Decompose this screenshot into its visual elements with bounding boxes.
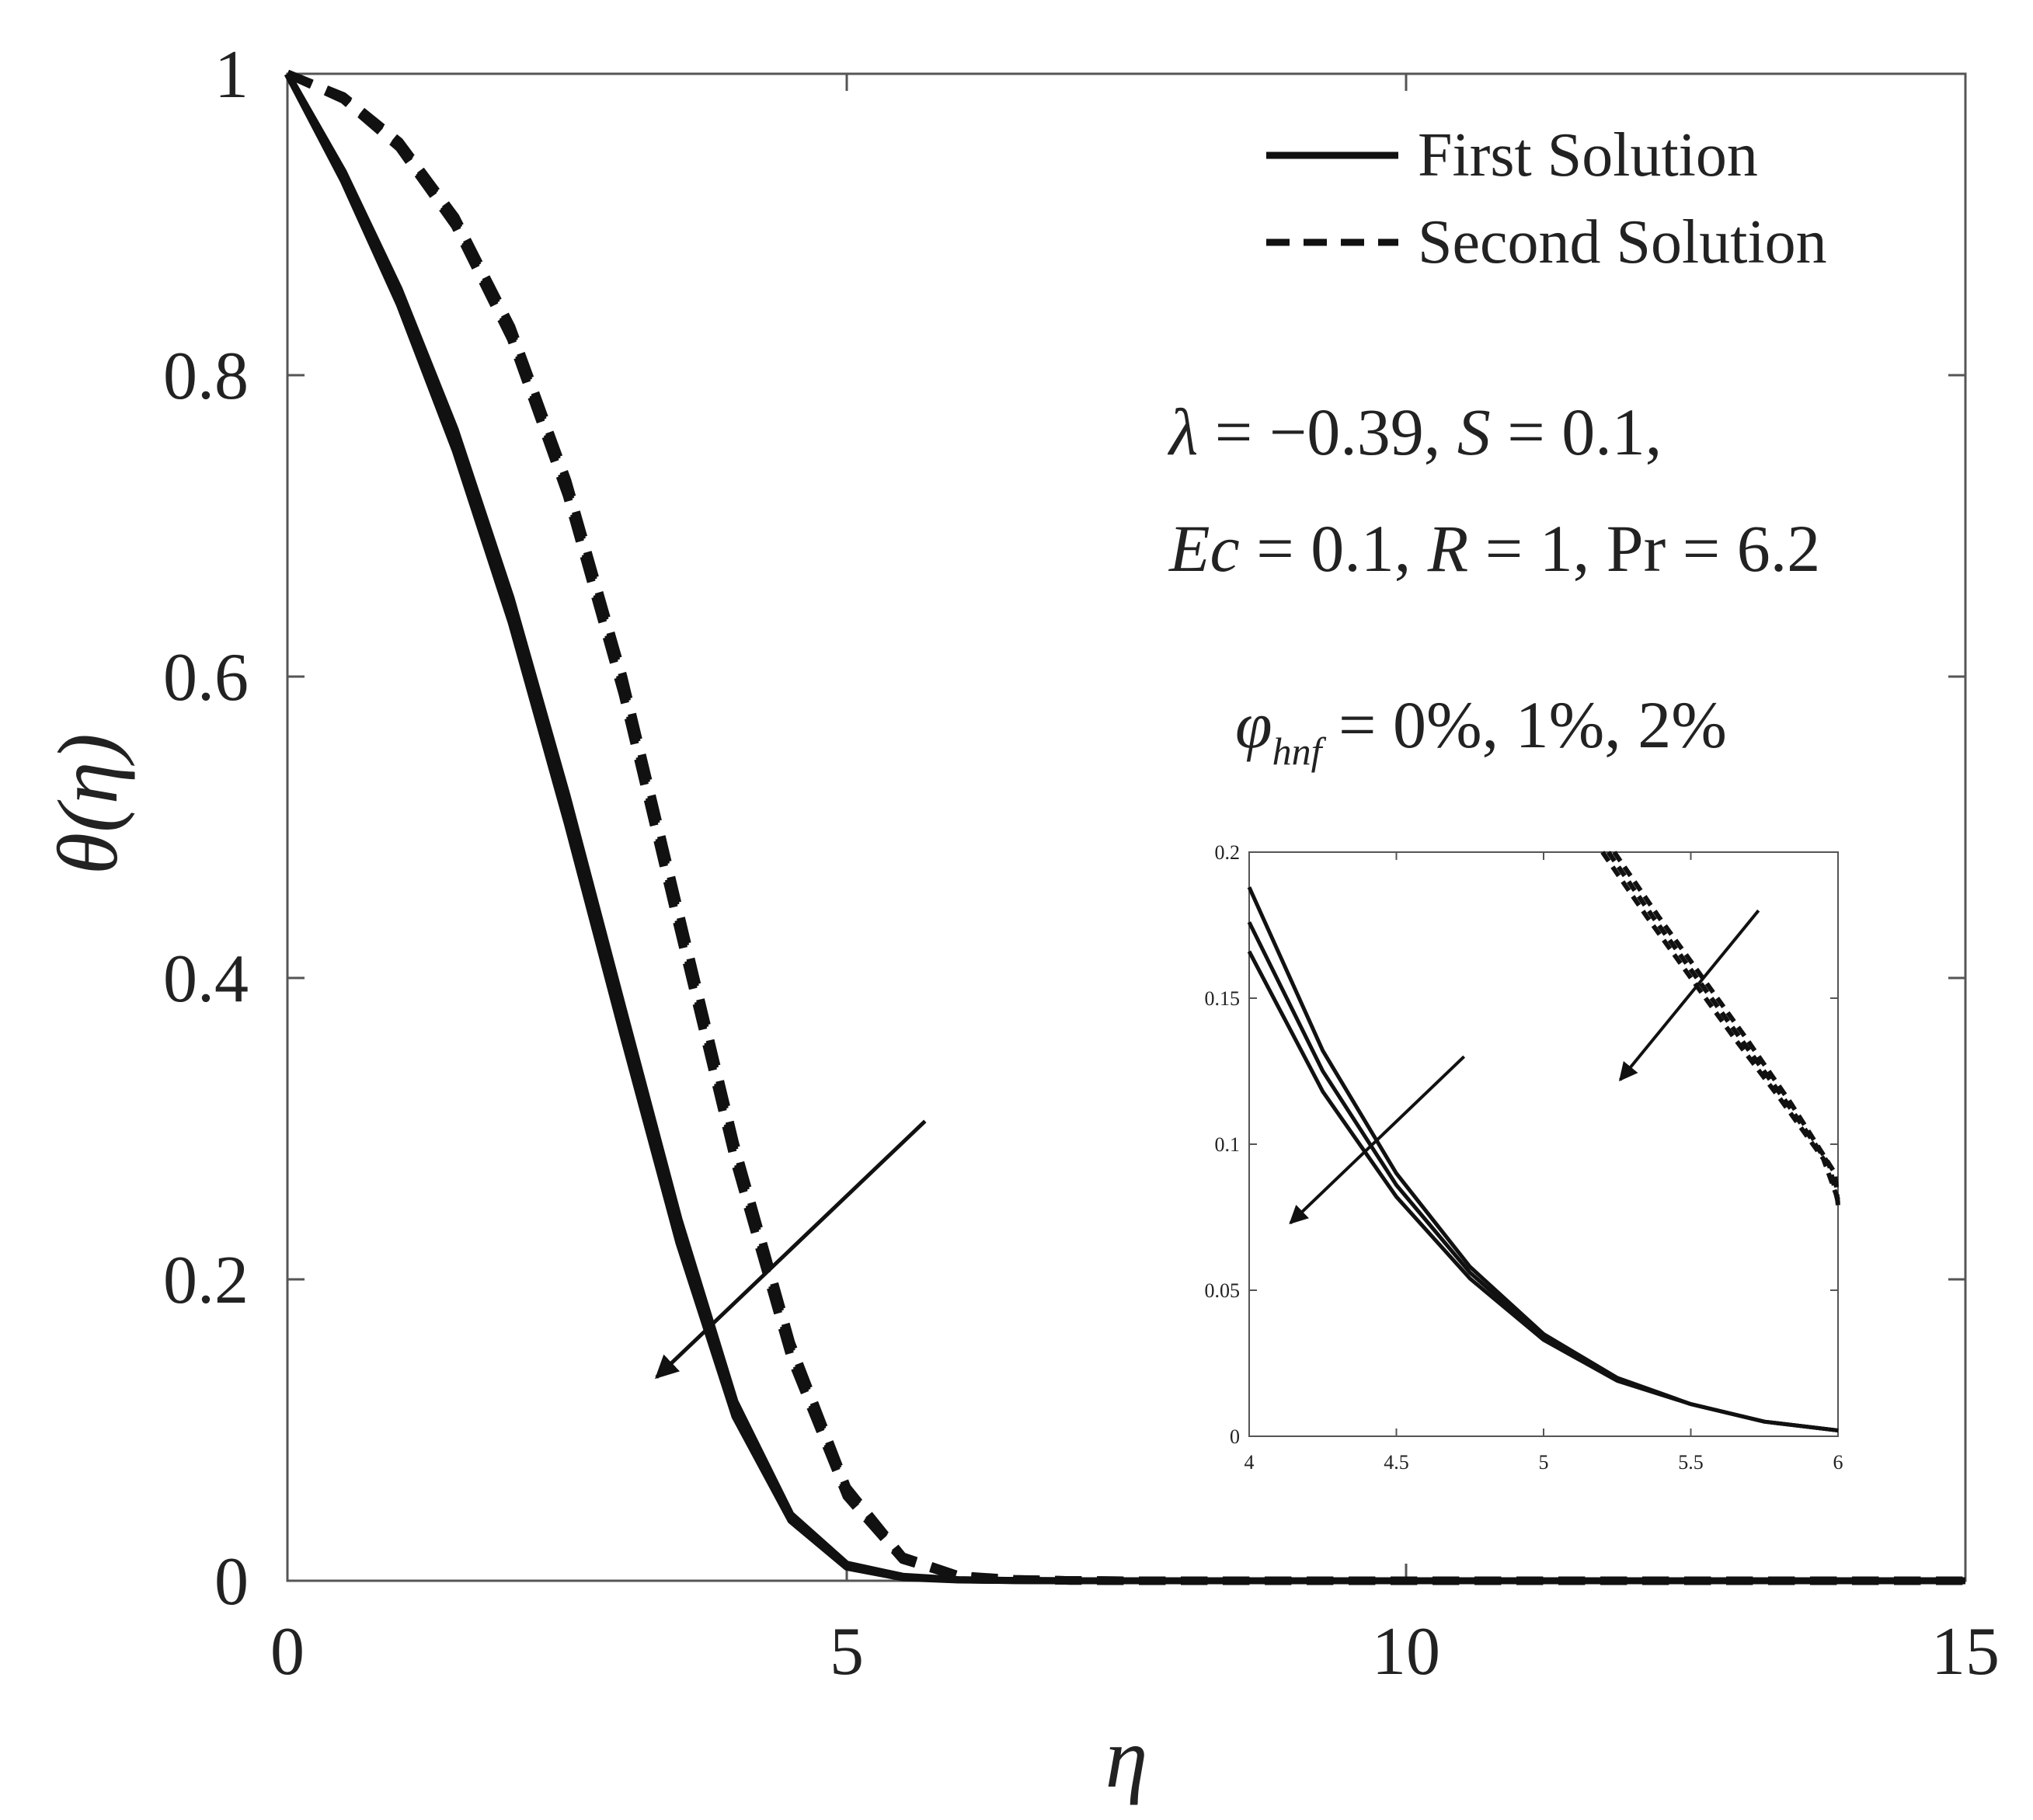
inset-background: [1249, 852, 1838, 1436]
inset-y-tick-label: 0.2: [1215, 841, 1241, 864]
inset-x-tick-label: 6: [1833, 1451, 1843, 1474]
main-x-ticks: 0 5 10 15: [270, 74, 2000, 1690]
main-trend-arrow: [655, 1119, 927, 1380]
legend-label-second-solution: Second Solution: [1418, 208, 1827, 277]
inset-x-tick-label: 4.5: [1384, 1451, 1409, 1474]
main-y-tick-label: 0.6: [163, 640, 249, 715]
parameter-annotation-line-3: φhnf = 0%, 1%, 2%: [1235, 687, 1727, 773]
inset-x-tick-label: 5.5: [1678, 1451, 1704, 1474]
main-x-tick-label: 0: [270, 1614, 305, 1690]
inset-series-first-solution-2: [1247, 950, 1839, 1432]
inset-y-ticks: 0 0.05 0.1 0.15 0.2: [1205, 841, 1838, 1448]
main-y-tick-label: 1: [214, 37, 249, 113]
parameter-annotation-line-1: λ = −0.39, S = 0.1,: [1167, 395, 1662, 469]
main-y-tick-label: 0.8: [163, 339, 249, 414]
main-x-tick-label: 15: [1931, 1614, 2000, 1690]
inset-x-tick-label: 4: [1245, 1451, 1255, 1474]
main-x-tick-label: 5: [830, 1614, 864, 1690]
lambda-symbol: λ: [1167, 395, 1198, 469]
ec-value: = 0.1,: [1240, 511, 1428, 586]
inset-y-tick-label: 0.05: [1205, 1279, 1241, 1302]
r-symbol: R: [1427, 511, 1469, 586]
inset-x-tick-label: 5: [1539, 1451, 1549, 1474]
inset-y-tick-label: 0.15: [1205, 987, 1241, 1010]
inset-series-second-solution-3: [1600, 851, 1840, 1201]
main-series-first-solution-2: [284, 71, 1965, 1585]
phi-symbol: φ: [1235, 687, 1272, 762]
y-axis-title: θ(η): [40, 733, 135, 875]
main-series-second-solution-5: [285, 70, 1965, 1585]
legend-label-first-solution: First Solution: [1418, 121, 1758, 190]
inset-series-group: [1247, 851, 1840, 1432]
legend: First Solution Second Solution: [1266, 121, 1827, 277]
lambda-value: = −0.39,: [1198, 395, 1457, 469]
main-series-group: [284, 69, 1965, 1585]
main-y-tick-label: 0: [214, 1544, 249, 1620]
inset-y-tick-label: 0: [1230, 1425, 1240, 1448]
inset-x-ticks: 4 4.5 5 5.5 6: [1245, 852, 1843, 1474]
main-x-tick-label: 10: [1372, 1614, 1440, 1690]
main-y-tick-label: 0.4: [163, 941, 249, 1017]
inset-y-tick-label: 0.1: [1215, 1133, 1241, 1156]
x-axis-title: η: [1105, 1710, 1148, 1805]
r-pr-values: = 1, Pr = 6.2: [1468, 511, 1820, 586]
s-symbol: S: [1457, 395, 1491, 469]
parameter-annotation-line-2: Ec = 0.1, R = 1, Pr = 6.2: [1168, 511, 1820, 586]
inset-series-second-solution-5: [1612, 851, 1840, 1206]
ec-symbol: Ec: [1168, 511, 1240, 586]
phi-subscript: hnf: [1272, 729, 1327, 773]
main-plot: 0 5 10 15 0 0.2 0.4 0.6 0.8 1: [163, 37, 2000, 1690]
main-y-tick-label: 0.2: [163, 1243, 249, 1318]
inset-trend-arrow-first: [1289, 1055, 1466, 1225]
phi-values: = 0%, 1%, 2%: [1321, 687, 1726, 762]
inset-plot: 4 4.5 5 5.5 6 0 0.05 0.1 0.15 0.2: [1205, 841, 1843, 1474]
inset-trend-arrow-second: [1618, 909, 1760, 1082]
s-value: = 0.1,: [1491, 395, 1662, 469]
